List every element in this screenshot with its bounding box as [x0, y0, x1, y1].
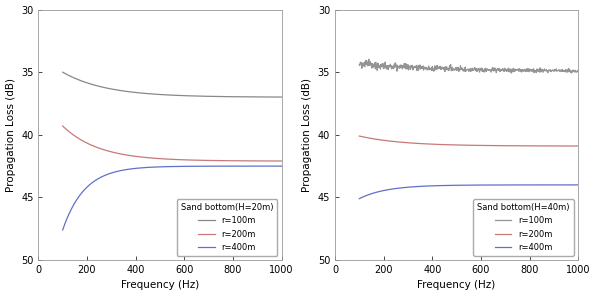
r=100m [502, 69, 510, 73]
r=200m [158, 157, 165, 160]
r=200m [278, 159, 285, 163]
r=400m [455, 184, 462, 187]
r=200m [205, 159, 212, 162]
r=100m [508, 71, 515, 75]
r=100m [575, 68, 582, 72]
r=100m [455, 70, 462, 73]
r=100m [278, 95, 285, 99]
r=400m [158, 165, 165, 168]
r=200m [520, 144, 527, 148]
r=100m [188, 94, 195, 98]
r=100m [59, 70, 66, 74]
X-axis label: Frequency (Hz): Frequency (Hz) [121, 280, 199, 290]
r=400m [278, 164, 285, 168]
r=200m [485, 144, 492, 147]
r=400m [575, 183, 582, 187]
r=200m [116, 152, 123, 155]
Line: r=100m: r=100m [63, 72, 281, 97]
r=100m [205, 94, 212, 98]
r=200m [575, 144, 582, 148]
Line: r=400m: r=400m [359, 185, 578, 199]
Legend: r=100m, r=200m, r=400m: r=100m, r=200m, r=400m [176, 199, 277, 256]
r=200m [395, 140, 402, 144]
r=100m [116, 89, 123, 92]
Legend: r=100m, r=200m, r=400m: r=100m, r=200m, r=400m [473, 199, 574, 256]
r=400m [412, 185, 419, 189]
r=100m [365, 57, 372, 61]
r=400m [205, 164, 212, 168]
r=400m [224, 164, 231, 168]
r=400m [395, 186, 402, 190]
Line: r=200m: r=200m [359, 136, 578, 146]
r=400m [116, 169, 123, 173]
r=100m [158, 93, 165, 96]
Line: r=100m: r=100m [359, 59, 578, 73]
Line: r=200m: r=200m [63, 126, 281, 161]
r=200m [224, 159, 231, 163]
r=400m [188, 165, 195, 168]
r=100m [412, 65, 420, 69]
r=100m [356, 63, 363, 66]
r=100m [522, 67, 529, 71]
r=200m [412, 141, 419, 145]
Y-axis label: Propagation Loss (dB): Propagation Loss (dB) [302, 78, 312, 192]
X-axis label: Frequency (Hz): Frequency (Hz) [417, 280, 496, 290]
r=200m [98, 147, 105, 151]
r=100m [395, 66, 402, 70]
r=100m [98, 85, 105, 89]
r=200m [455, 143, 462, 147]
r=200m [356, 134, 363, 138]
r=100m [485, 68, 492, 72]
r=400m [485, 183, 492, 187]
r=200m [59, 124, 66, 128]
r=400m [356, 197, 363, 200]
r=400m [98, 175, 105, 179]
r=400m [59, 228, 66, 232]
r=400m [520, 183, 527, 187]
Line: r=400m: r=400m [63, 166, 281, 230]
r=200m [502, 144, 509, 147]
r=200m [188, 158, 195, 162]
r=100m [224, 95, 231, 98]
Y-axis label: Propagation Loss (dB): Propagation Loss (dB) [5, 78, 15, 192]
r=400m [502, 183, 509, 187]
